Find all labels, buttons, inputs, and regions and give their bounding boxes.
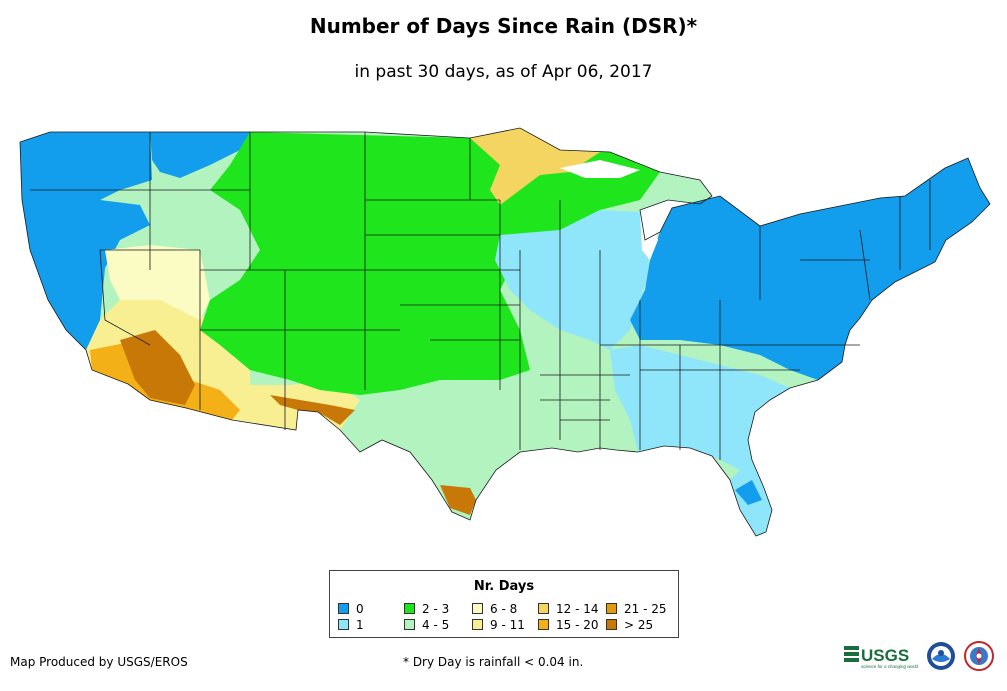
map-title: Number of Days Since Rain (DSR)* xyxy=(309,14,698,38)
legend-label: 1 xyxy=(356,618,364,632)
legend-swatch-12-14 xyxy=(538,603,549,614)
socal-brown xyxy=(120,330,195,405)
midwest-one xyxy=(495,210,650,350)
florida-zero xyxy=(735,480,762,505)
map-credit: Map Produced by USGS/EROS xyxy=(10,655,188,669)
montana-zero xyxy=(150,132,250,178)
legend-swatch-9-11 xyxy=(472,619,483,630)
legend-label: 6 - 8 xyxy=(490,602,518,616)
legend-swatch-gt-25 xyxy=(606,619,617,630)
legend-label: 12 - 14 xyxy=(556,602,599,616)
nws-seal-icon xyxy=(964,641,994,671)
usgs-wordmark: USGS xyxy=(861,646,909,665)
central-green xyxy=(200,128,660,395)
legend-swatch-2-3 xyxy=(404,603,415,614)
legend-label: 0 xyxy=(356,602,364,616)
lake-superior xyxy=(560,160,640,178)
nm-brown xyxy=(270,395,355,425)
legend-title: Nr. Days xyxy=(473,579,535,594)
legend-label: 15 - 20 xyxy=(556,618,599,632)
state-boundaries xyxy=(19,127,991,537)
usgs-logo: USGS science for a changing world xyxy=(844,646,919,669)
us-dsr-map xyxy=(19,127,991,537)
map-subtitle: in past 30 days, as of Apr 06, 2017 xyxy=(354,62,653,82)
legend-label: 21 - 25 xyxy=(624,602,667,616)
legend-swatch-0 xyxy=(338,603,349,614)
noaa-seal-icon xyxy=(927,642,955,670)
legend-swatch-15-20 xyxy=(538,619,549,630)
great-basin-pale xyxy=(105,245,210,320)
legend-swatch-1 xyxy=(338,619,349,630)
dry-day-footnote: * Dry Day is rainfall < 0.04 in. xyxy=(403,655,584,669)
usgs-wave-mark xyxy=(844,646,859,662)
minnesota-pale xyxy=(470,128,600,205)
legend-label: 2 - 3 xyxy=(422,602,450,616)
legend-swatch-21-25 xyxy=(606,603,617,614)
legend-swatch-6-8 xyxy=(472,603,483,614)
south-texas-brown xyxy=(440,485,476,515)
legend-label: 4 - 5 xyxy=(422,618,450,632)
legend: Nr. Days 0 1 2 - 3 4 - 5 6 - 8 9 - 11 12… xyxy=(329,570,679,638)
legend-label: > 25 xyxy=(624,618,654,632)
lake-michigan xyxy=(640,205,658,260)
map-fill-regions xyxy=(20,128,990,536)
southeast-one xyxy=(610,345,790,488)
legend-label: 9 - 11 xyxy=(490,618,525,632)
west-coast-zero xyxy=(20,132,152,360)
legend-swatch-4-5 xyxy=(404,619,415,630)
usgs-tagline: science for a changing world xyxy=(861,664,919,669)
